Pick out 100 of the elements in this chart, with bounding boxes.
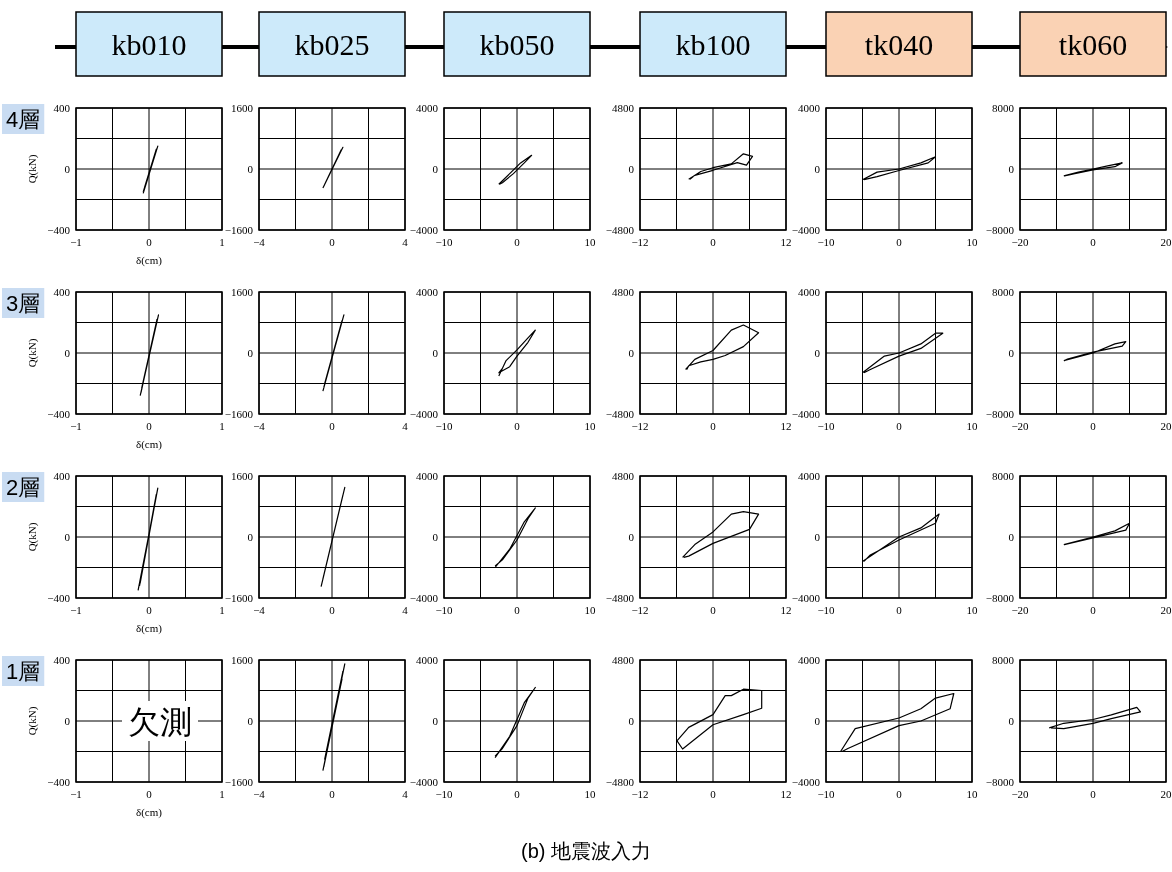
x-tick-label: −20	[1011, 236, 1030, 248]
x-tick-label: −12	[631, 420, 649, 432]
y-tick-label: 8000	[992, 654, 1015, 666]
x-tick-label: 10	[584, 604, 596, 616]
x-tick-label: 4	[402, 788, 409, 800]
x-tick-label: −12	[631, 604, 649, 616]
x-tick-label: −10	[435, 420, 454, 432]
x-tick-label: 10	[966, 236, 978, 248]
x-tick-label: 0	[146, 420, 153, 432]
y-tick-label: 4800	[612, 286, 635, 298]
x-tick-label: −20	[1011, 604, 1030, 616]
y-tick-label: −400	[47, 592, 71, 604]
x-tick-label: −4	[253, 604, 266, 616]
x-tick-label: 20	[1160, 236, 1172, 248]
chart-title: kb050	[479, 28, 555, 61]
y-tick-label: 1600	[231, 654, 254, 666]
y-tick-label: −1600	[224, 592, 254, 604]
y-axis-title: Q(kN)	[26, 338, 39, 368]
y-tick-label: −4000	[409, 592, 439, 604]
y-tick-label: 8000	[992, 102, 1015, 114]
text: 2層	[6, 475, 41, 500]
y-tick-label: 400	[53, 470, 71, 482]
x-tick-label: 10	[966, 788, 978, 800]
x-tick-label: 0	[514, 236, 521, 248]
x-tick-label: −10	[817, 420, 836, 432]
y-tick-label: −4800	[605, 776, 635, 788]
y-axis-title: Q(kN)	[26, 706, 39, 736]
y-tick-label: 0	[1008, 715, 1015, 727]
x-tick-label: 0	[896, 236, 903, 248]
y-tick-label: −4000	[791, 776, 821, 788]
x-tick-label: 0	[514, 420, 521, 432]
y-tick-label: 0	[64, 163, 71, 175]
x-tick-label: 10	[584, 236, 596, 248]
x-tick-label: 0	[896, 420, 903, 432]
x-tick-label: 0	[329, 604, 336, 616]
y-tick-label: 4000	[798, 102, 821, 114]
y-tick-label: 4000	[416, 654, 439, 666]
y-tick-label: −400	[47, 224, 71, 236]
x-tick-label: 0	[1090, 788, 1097, 800]
y-tick-label: 0	[432, 347, 439, 359]
y-tick-label: −4000	[409, 224, 439, 236]
y-tick-label: −1600	[224, 408, 254, 420]
x-tick-label: 0	[896, 788, 903, 800]
x-tick-label: −10	[817, 236, 836, 248]
x-tick-label: 0	[1090, 604, 1097, 616]
y-tick-label: 4000	[798, 286, 821, 298]
y-tick-label: 0	[247, 163, 254, 175]
x-tick-label: −20	[1011, 420, 1030, 432]
y-tick-label: 8000	[992, 286, 1015, 298]
chart-title: kb010	[111, 28, 187, 61]
annotation: 欠測	[128, 704, 192, 740]
y-tick-label: −8000	[985, 224, 1015, 236]
y-tick-label: 0	[64, 347, 71, 359]
y-tick-label: −1600	[224, 224, 254, 236]
y-tick-label: 400	[53, 286, 71, 298]
y-tick-label: −1600	[224, 776, 254, 788]
y-tick-label: −4000	[409, 408, 439, 420]
y-tick-label: −4000	[791, 592, 821, 604]
chart-title: kb025	[294, 28, 370, 61]
x-tick-label: −4	[253, 788, 266, 800]
y-tick-label: 4800	[612, 470, 635, 482]
y-tick-label: 0	[1008, 347, 1015, 359]
y-tick-label: 400	[53, 102, 71, 114]
y-tick-label: 0	[628, 163, 635, 175]
y-tick-label: 0	[628, 531, 635, 543]
y-tick-label: 4000	[798, 654, 821, 666]
y-tick-label: −8000	[985, 408, 1015, 420]
x-tick-label: 12	[780, 420, 792, 432]
x-tick-label: 0	[514, 604, 521, 616]
y-axis-title: Q(kN)	[26, 522, 39, 552]
x-tick-label: 12	[780, 604, 792, 616]
y-tick-label: −8000	[985, 592, 1015, 604]
y-tick-label: 4000	[798, 470, 821, 482]
y-tick-label: −4000	[791, 224, 821, 236]
x-tick-label: −1	[70, 788, 82, 800]
y-tick-label: 400	[53, 654, 71, 666]
y-tick-label: 0	[432, 715, 439, 727]
y-tick-label: 1600	[231, 102, 254, 114]
text: (b) 地震波入力	[521, 840, 651, 862]
x-tick-label: 0	[329, 420, 336, 432]
x-tick-label: 20	[1160, 788, 1172, 800]
x-tick-label: −1	[70, 236, 82, 248]
x-tick-label: −12	[631, 788, 649, 800]
y-tick-label: 4800	[612, 654, 635, 666]
y-tick-label: −4000	[409, 776, 439, 788]
x-tick-label: 0	[1090, 236, 1097, 248]
chart-title: tk060	[1058, 28, 1128, 61]
y-tick-label: 0	[814, 715, 821, 727]
x-tick-label: 10	[584, 788, 596, 800]
x-tick-label: 4	[402, 420, 409, 432]
y-tick-label: 0	[432, 531, 439, 543]
x-tick-label: 0	[710, 788, 717, 800]
x-tick-label: 0	[146, 788, 153, 800]
x-tick-label: −12	[631, 236, 649, 248]
y-axis-title: Q(kN)	[26, 154, 39, 184]
y-tick-label: 4000	[416, 102, 439, 114]
x-tick-label: 0	[896, 604, 903, 616]
y-tick-label: 4800	[612, 102, 635, 114]
x-tick-label: −10	[817, 788, 836, 800]
x-tick-label: 12	[780, 788, 792, 800]
